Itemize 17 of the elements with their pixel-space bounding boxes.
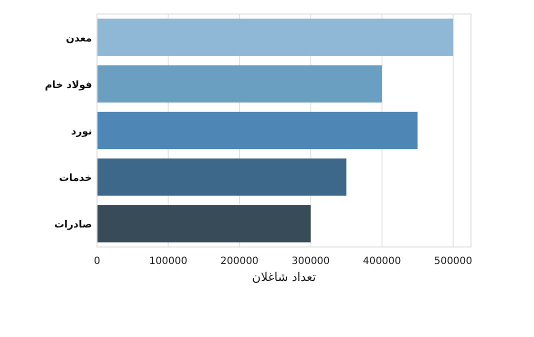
x-tick-label: 500000 <box>434 256 472 267</box>
bar <box>97 205 311 242</box>
x-tick-label: 0 <box>94 256 100 267</box>
x-tick-label: 100000 <box>149 256 188 267</box>
y-tick-label: معدن <box>66 33 92 44</box>
y-tick-label: فولاد خام <box>44 80 92 91</box>
bar <box>97 18 454 56</box>
x-tick-label: 300000 <box>292 256 330 267</box>
x-tick-label: 400000 <box>362 256 402 267</box>
y-tick-label: خدمات <box>59 173 92 184</box>
bar <box>97 65 382 103</box>
bar <box>97 158 346 196</box>
x-axis-title: تعداد شاغلان <box>252 270 316 284</box>
bar <box>97 112 418 150</box>
y-tick-label: نورد <box>71 126 92 138</box>
y-tick-label: صادرات <box>54 220 92 231</box>
x-tick-label: 200000 <box>220 256 259 267</box>
